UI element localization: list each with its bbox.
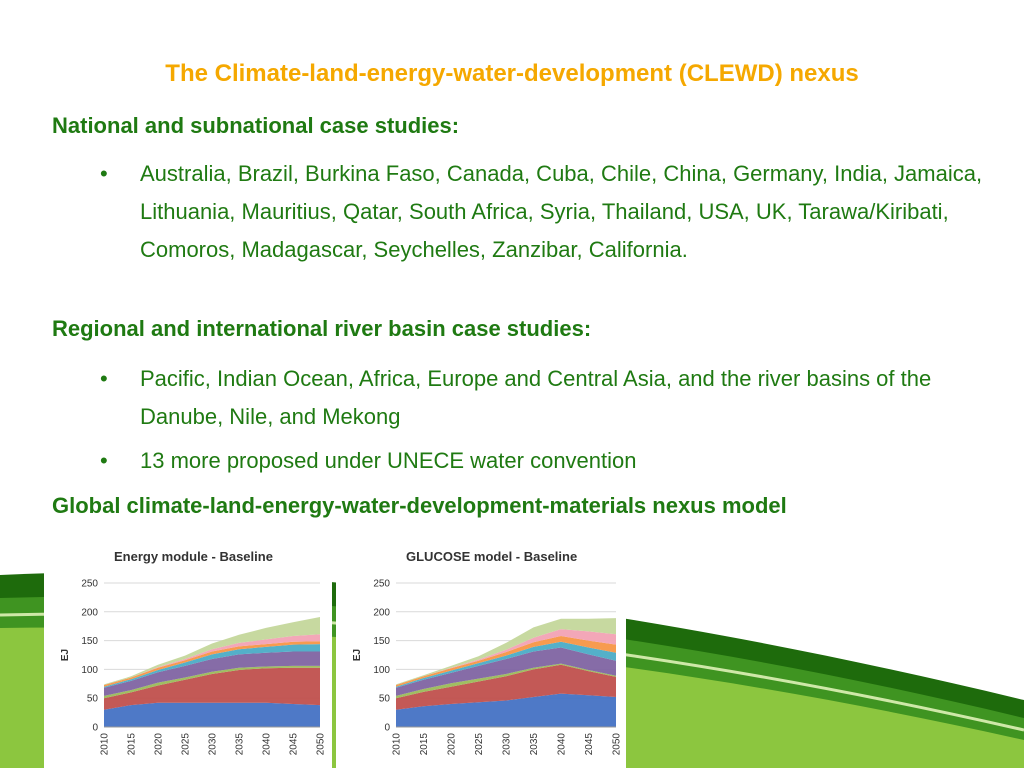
- y-tick-label: 250: [373, 579, 390, 590]
- area-series-4: [104, 644, 320, 688]
- area-series-1: [396, 664, 616, 710]
- x-tick-label: 2025: [474, 733, 485, 756]
- bullet-marker: •: [100, 366, 108, 391]
- area-series-6: [104, 634, 320, 685]
- slide-title: The Climate-land-energy-water-developmen…: [165, 60, 859, 87]
- y-tick-label: 50: [87, 694, 99, 705]
- x-tick-label: 2050: [316, 733, 327, 756]
- bullet-text: 13 more proposed under UNECE water conve…: [140, 448, 637, 473]
- y-axis-label: EJ: [352, 649, 363, 661]
- x-tick-label: 2015: [127, 733, 138, 756]
- area-series-3: [396, 647, 616, 696]
- x-tick-label: 2045: [584, 733, 595, 756]
- chart-glucose-model: GLUCOSE model - Baseline 0 50 100 150 200 250 2…: [336, 535, 626, 768]
- x-tick-label: 2035: [235, 733, 246, 756]
- x-tick-label: 2030: [208, 733, 219, 756]
- y-axis-label: EJ: [60, 649, 71, 661]
- y-tick-label: 0: [92, 723, 98, 734]
- bullet-marker: •: [100, 448, 108, 473]
- y-tick-label: 200: [373, 607, 390, 618]
- area-series-1: [104, 667, 320, 710]
- x-tick-label: 2035: [529, 733, 540, 756]
- energy-module-chart-svg: Energy module - Baseline 0 50 100 150 200 250 2…: [44, 535, 332, 768]
- heading-global-model: Global climate-land-energy-water-develop…: [52, 493, 787, 518]
- x-tick-label: 2030: [502, 733, 513, 756]
- bullet-text: Pacific, Indian Ocean, Africa, Europe an…: [140, 366, 932, 429]
- x-tick-label: 2020: [447, 733, 458, 756]
- x-tick-label: 2010: [392, 733, 403, 756]
- y-tick-label: 150: [373, 636, 390, 647]
- x-tick-label: 2015: [419, 733, 430, 756]
- area-series-0: [104, 702, 320, 727]
- x-tick-label: 2020: [154, 733, 165, 756]
- area-series-7: [396, 618, 616, 685]
- chart-title: Energy module - Baseline: [114, 549, 273, 564]
- x-tick-label: 2040: [262, 733, 273, 756]
- area-series-6: [396, 629, 616, 685]
- area-series-0: [396, 693, 616, 727]
- x-tick-label: 2025: [181, 733, 192, 756]
- x-tick-label: 2010: [100, 733, 111, 756]
- bullet-marker: •: [100, 161, 108, 186]
- area-series-2: [104, 665, 320, 699]
- y-tick-label: 150: [81, 636, 98, 647]
- x-tick-label: 2045: [289, 733, 300, 756]
- y-tick-label: 0: [384, 723, 390, 734]
- x-tick-label: 2050: [612, 733, 623, 756]
- y-tick-label: 100: [81, 665, 98, 676]
- glucose-model-chart-svg: GLUCOSE model - Baseline 0 50 100 150 200 250 2…: [336, 535, 626, 768]
- y-tick-label: 200: [81, 607, 98, 618]
- y-tick-label: 100: [373, 665, 390, 676]
- chart-energy-module: Energy module - Baseline 0 50 100 150 200 250 2…: [44, 535, 332, 768]
- bullet-text: Australia, Brazil, Burkina Faso, Canada,…: [140, 161, 983, 262]
- y-tick-label: 250: [81, 579, 98, 590]
- area-series-7: [104, 617, 320, 685]
- heading-national-case-studies: National and subnational case studies:: [52, 113, 460, 138]
- y-tick-label: 50: [379, 694, 391, 705]
- area-series-3: [104, 651, 320, 696]
- chart-title: GLUCOSE model - Baseline: [406, 549, 577, 564]
- heading-regional-case-studies: Regional and international river basin c…: [52, 316, 592, 341]
- x-tick-label: 2040: [557, 733, 568, 756]
